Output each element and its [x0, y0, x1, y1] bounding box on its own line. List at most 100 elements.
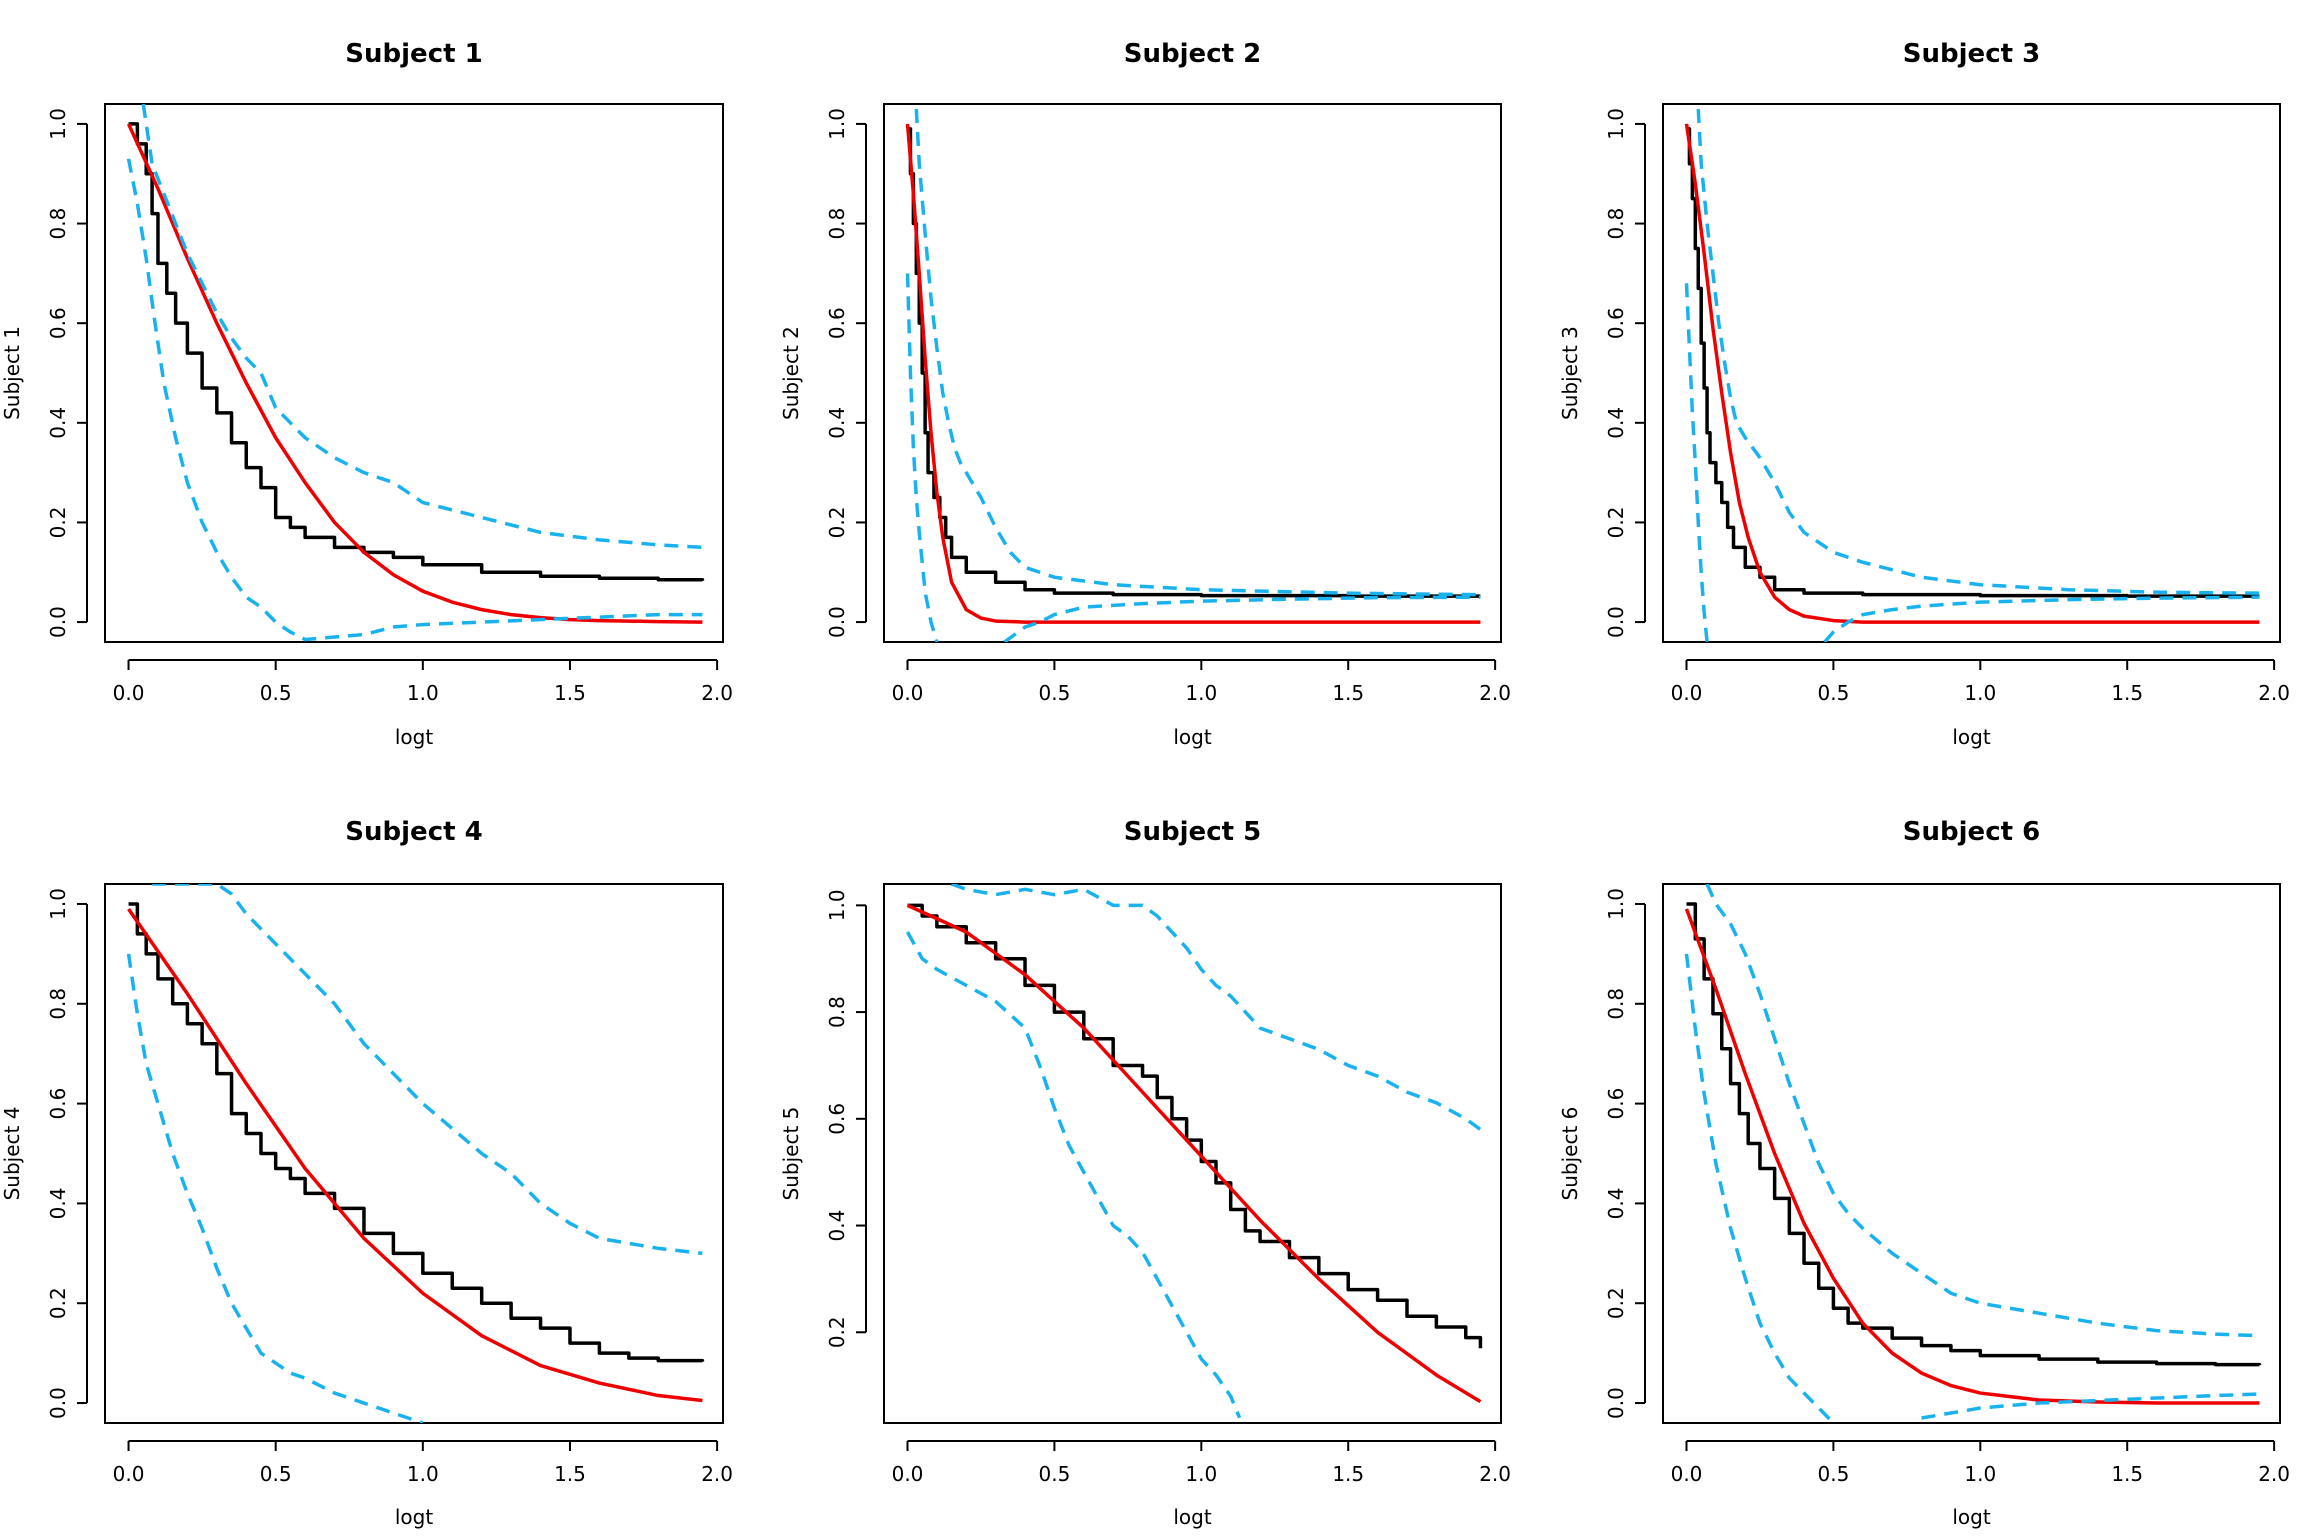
- y-tick-label: 1.0: [46, 108, 70, 140]
- x-tick-label: 2.0: [701, 681, 733, 705]
- confidence-band-line: [1705, 884, 2260, 1338]
- y-tick-label: 0.2: [1604, 507, 1628, 539]
- y-tick-label: 0.6: [46, 307, 70, 339]
- y-tick-label: 1.0: [825, 889, 849, 921]
- confidence-band-line: [1003, 595, 1481, 642]
- y-tick-label: 0.8: [825, 996, 849, 1028]
- fitted-curve-line: [126, 123, 703, 624]
- x-tick-label: 0.5: [1039, 681, 1071, 705]
- y-tick-label: 0.6: [1604, 307, 1628, 339]
- y-tick-label: 0.0: [1604, 606, 1628, 638]
- y-tick-label: 0.4: [46, 1188, 70, 1220]
- km-step-line: [128, 122, 705, 582]
- x-tick-label: 2.0: [2258, 1462, 2290, 1486]
- y-tick-label: 0.6: [825, 307, 849, 339]
- panel-title: Subject 2: [1124, 39, 1261, 69]
- y-tick-label: 0.8: [1604, 208, 1628, 240]
- x-axis-label: logt: [1173, 725, 1211, 749]
- y-tick-label: 0.0: [46, 606, 70, 638]
- y-tick-label: 0.2: [46, 507, 70, 539]
- confidence-band-line: [126, 158, 703, 642]
- x-tick-label: 1.5: [554, 1462, 586, 1486]
- y-tick-label: 1.0: [46, 888, 70, 920]
- y-tick-label: 0.2: [1604, 1287, 1628, 1319]
- x-tick-label: 0.0: [113, 1462, 145, 1486]
- panel-1: Subject 1 logt Subject 1 0.0 0.5 1.0 1.5 2.0 0.0…: [0, 39, 733, 749]
- x-tick-label: 1.0: [1185, 681, 1217, 705]
- y-tick-label: 0.4: [825, 1210, 849, 1242]
- panel-title: Subject 4: [345, 817, 482, 847]
- y-axis-label: Subject 4: [0, 1107, 24, 1201]
- y-tick-label: 0.4: [1604, 407, 1628, 439]
- x-tick-label: 1.0: [1964, 1462, 1996, 1486]
- panel-6: Subject 6 logt Subject 6 0.0 0.5 1.0 1.5 2.0 0.0…: [1558, 817, 2290, 1529]
- x-axis-label: logt: [1952, 1505, 1990, 1529]
- km-step-line: [907, 903, 1483, 1349]
- x-tick-label: 1.5: [554, 681, 586, 705]
- panel-title: Subject 6: [1903, 817, 2040, 847]
- x-tick-label: 2.0: [1479, 681, 1511, 705]
- confidence-band-line: [905, 273, 939, 642]
- x-tick-label: 1.5: [1332, 681, 1364, 705]
- x-axis-label: logt: [1952, 725, 1990, 749]
- panels: Subject 1 logt Subject 1 0.0 0.5 1.0 1.5 2.0 0.0…: [0, 39, 2290, 1529]
- y-axis-label: Subject 2: [779, 326, 803, 420]
- y-tick-label: 0.2: [46, 1287, 70, 1319]
- confidence-band-line: [126, 953, 424, 1423]
- y-tick-label: 0.2: [825, 507, 849, 539]
- y-tick-label: 0.8: [1604, 988, 1628, 1020]
- x-tick-label: 1.0: [407, 1462, 439, 1486]
- confidence-band-line: [1823, 595, 2260, 642]
- x-tick-label: 1.5: [2111, 681, 2143, 705]
- series-group: [126, 884, 705, 1423]
- confidence-band-line: [914, 108, 1481, 597]
- x-tick-label: 0.5: [1818, 1462, 1850, 1486]
- y-tick-label: 0.0: [825, 606, 849, 638]
- confidence-band-line: [1921, 1392, 2260, 1420]
- plot-frame: [104, 103, 724, 643]
- km-step-line: [128, 902, 705, 1363]
- x-axis-label: logt: [395, 725, 433, 749]
- km-step-line: [1686, 127, 2260, 598]
- fitted-curve-line: [906, 903, 1482, 1404]
- plot-frame: [104, 883, 724, 1424]
- plot-frame: [1662, 103, 2281, 643]
- fitted-curve-line: [1684, 123, 2260, 624]
- y-tick-label: 0.4: [825, 407, 849, 439]
- x-axis-label: logt: [395, 1505, 433, 1529]
- plot-frame: [1662, 883, 2281, 1424]
- x-tick-label: 1.5: [1332, 1462, 1364, 1486]
- series-group: [1684, 884, 2262, 1423]
- confidence-band-line: [152, 884, 703, 1256]
- x-tick-label: 0.5: [260, 1462, 292, 1486]
- confidence-band-line: [1696, 108, 2260, 595]
- series-group: [905, 108, 1481, 642]
- y-tick-label: 0.8: [46, 988, 70, 1020]
- y-tick-label: 0.0: [46, 1387, 70, 1419]
- y-tick-label: 0.8: [825, 208, 849, 240]
- panel-4: Subject 4 logt Subject 4 0.0 0.5 1.0 1.5 2.0 0.0…: [0, 817, 733, 1529]
- y-tick-label: 0.4: [1604, 1188, 1628, 1220]
- confidence-band-line: [1684, 953, 1835, 1423]
- x-tick-label: 2.0: [2258, 681, 2290, 705]
- panel-5: Subject 5 logt Subject 5 0.0 0.5 1.0 1.5 2.0 0.2…: [779, 817, 1511, 1529]
- x-axis-label: logt: [1173, 1505, 1211, 1529]
- panel-title: Subject 1: [345, 39, 482, 69]
- fitted-curve-line: [1684, 908, 2260, 1405]
- series-group: [126, 104, 705, 642]
- y-tick-label: 0.4: [46, 407, 70, 439]
- y-axis-label: Subject 6: [1558, 1107, 1582, 1201]
- confidence-band-line: [1684, 283, 1709, 642]
- confidence-band-line: [141, 104, 703, 550]
- y-tick-label: 0.6: [1604, 1088, 1628, 1120]
- y-tick-label: 0.0: [1604, 1387, 1628, 1419]
- km-step-line: [907, 127, 1481, 598]
- confidence-band-line: [950, 884, 1482, 1131]
- y-axis-label: Subject 5: [779, 1107, 803, 1201]
- x-tick-label: 1.0: [1185, 1462, 1217, 1486]
- x-tick-label: 2.0: [1479, 1462, 1511, 1486]
- y-tick-label: 0.6: [825, 1103, 849, 1135]
- confidence-band-line: [905, 931, 1242, 1419]
- x-tick-label: 0.5: [1818, 681, 1850, 705]
- y-axis-label: Subject 3: [1558, 326, 1582, 420]
